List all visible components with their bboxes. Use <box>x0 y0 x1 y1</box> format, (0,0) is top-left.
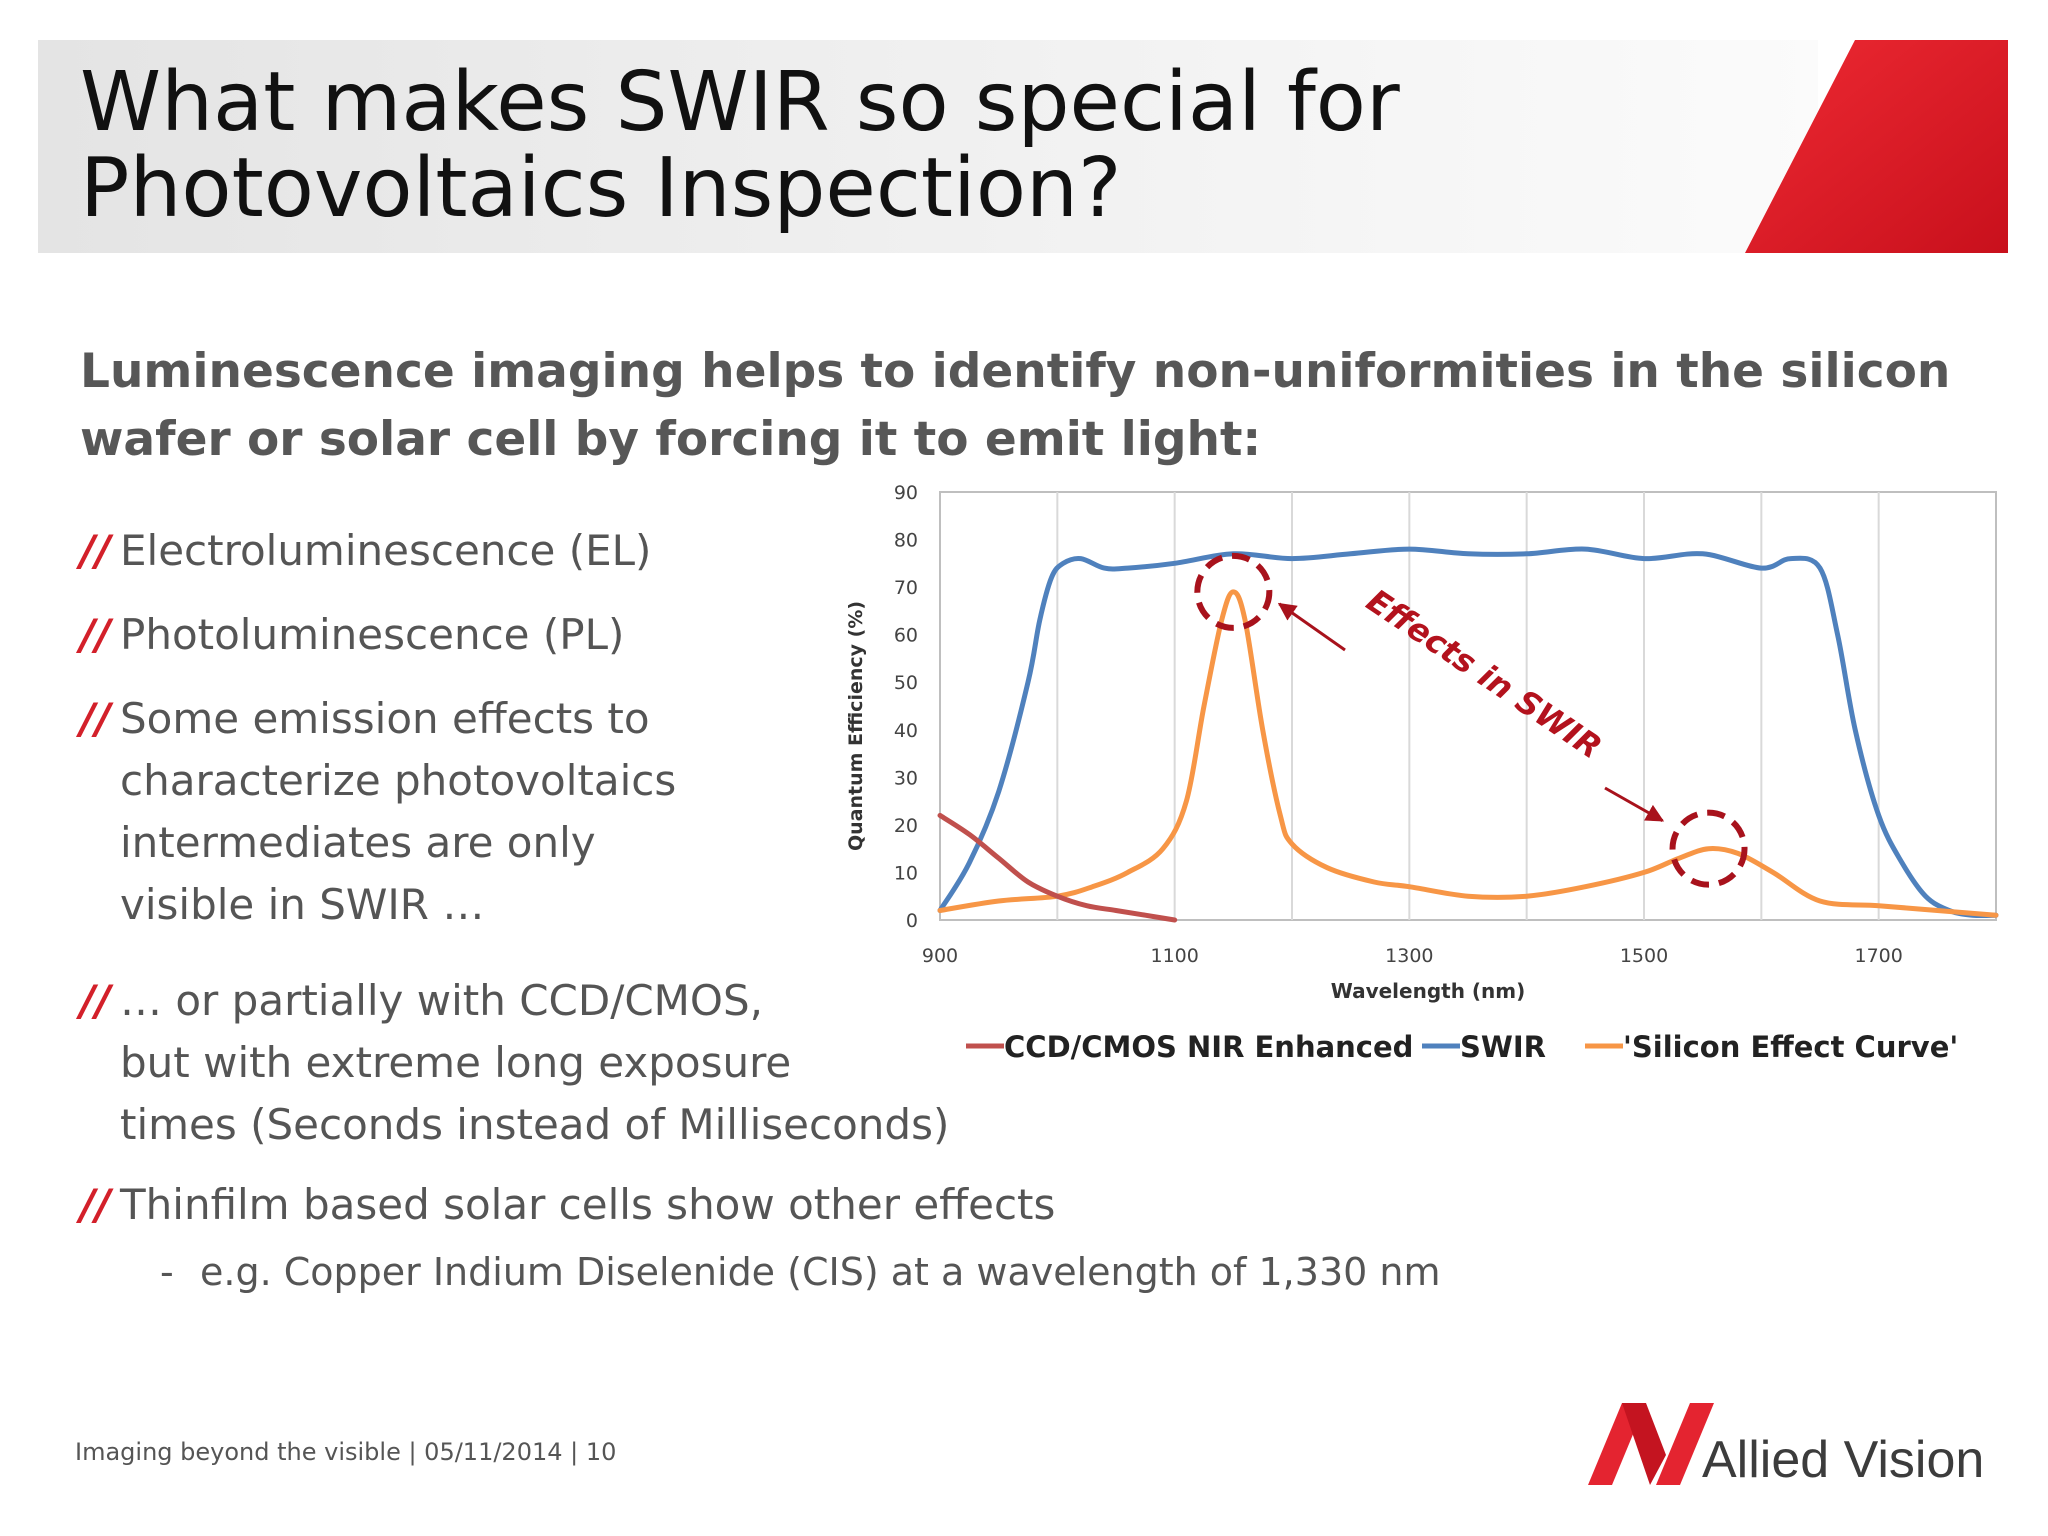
sub-bullet-text: e.g. Copper Indium Diselenide (CIS) at a… <box>200 1250 1441 1294</box>
allied-vision-logo: Allied Vision <box>1588 1403 1984 1489</box>
bullet-mark: // <box>80 694 111 743</box>
x-tick-label: 900 <box>922 945 958 967</box>
logo-wordmark: Allied Vision <box>1702 1431 1984 1489</box>
x-tick-label: 1100 <box>1150 945 1198 967</box>
bullet-thinfilm: //Thinfilm based solar cells show other … <box>80 1174 1055 1236</box>
bullet-text: Thinfilm based solar cells show other ef… <box>120 1180 1056 1229</box>
slide-subtitle: Luminescence imaging helps to identify n… <box>80 344 1951 467</box>
y-tick-label: 40 <box>894 720 918 742</box>
bullet-mark: // <box>80 1180 111 1229</box>
bullet-photoluminescence: //Photoluminescence (PL) <box>80 604 624 666</box>
bullet-mark: // <box>80 976 111 1025</box>
y-tick-label: 20 <box>894 815 918 837</box>
slide-title-line-1: What makes SWIR so special for <box>80 55 1400 150</box>
bullet-text: Some emission effects to <box>120 694 650 743</box>
y-tick-label: 80 <box>894 530 918 552</box>
bullet-text-cont: visible in SWIR … <box>120 880 485 929</box>
bullet-text: Electroluminescence (EL) <box>120 526 652 575</box>
highlight-circle <box>1669 809 1748 888</box>
bullet-electroluminescence: //Electroluminescence (EL) <box>80 520 651 582</box>
bullet-text: Photoluminescence (PL) <box>120 610 625 659</box>
sub-bullet-dash: - <box>160 1250 174 1294</box>
footer-text: Imaging beyond the visible | 05/11/2014 … <box>75 1438 617 1466</box>
y-axis-label: Quantum Efficiency (%) <box>845 601 867 851</box>
logo-mark-icon <box>1588 1403 1714 1485</box>
bullet-ccd-cmos: //… or partially with CCD/CMOS, but with… <box>80 970 949 1156</box>
legend-label: SWIR <box>1460 1030 1546 1064</box>
plot-area <box>939 491 1997 921</box>
series-line-swir <box>937 546 1999 919</box>
sub-bullet-cis: - e.g. Copper Indium Diselenide (CIS) at … <box>160 1250 1440 1294</box>
slide-title-line-2: Photovoltaics Inspection? <box>80 141 1122 236</box>
annotation-arrow <box>1604 786 1665 822</box>
bullet-text-cont: times (Seconds instead of Milliseconds) <box>120 1100 950 1149</box>
y-tick-label: 50 <box>894 672 918 694</box>
y-tick-label: 0 <box>906 910 918 932</box>
bullet-text-cont: intermediates are only <box>120 818 596 867</box>
bullet-text: … or partially with CCD/CMOS, <box>120 976 763 1025</box>
y-tick-label: 30 <box>894 767 918 789</box>
y-tick-label: 10 <box>894 862 918 884</box>
bullet-text-cont: but with extreme long exposure <box>120 1038 792 1087</box>
bullet-mark: // <box>80 526 111 575</box>
legend-label: 'Silicon Effect Curve' <box>1623 1030 1958 1064</box>
x-tick-label: 1300 <box>1385 945 1433 967</box>
title-bar <box>38 40 1818 253</box>
y-tick-label: 60 <box>894 625 918 647</box>
bullet-mark: // <box>80 610 111 659</box>
y-tick-label: 70 <box>894 577 918 599</box>
bullet-emission-effects: //Some emission effects to characterize … <box>80 688 676 936</box>
annotation-arrow <box>1277 602 1346 652</box>
highlight-circle <box>1194 552 1273 631</box>
x-axis-label: Wavelength (nm) <box>1331 979 1526 1003</box>
x-tick-label: 1700 <box>1854 945 1902 967</box>
annotation-effects-in-swir: Effects in SWIR <box>1360 581 1609 766</box>
y-tick-label: 90 <box>894 482 918 504</box>
x-tick-label: 1500 <box>1620 945 1668 967</box>
series-line-ccd-cmos-nir-enhanced <box>937 812 1178 923</box>
title-accent-shape <box>1745 40 2008 253</box>
legend-label: CCD/CMOS NIR Enhanced <box>1004 1030 1413 1064</box>
bullet-text-cont: characterize photovoltaics <box>120 756 677 805</box>
